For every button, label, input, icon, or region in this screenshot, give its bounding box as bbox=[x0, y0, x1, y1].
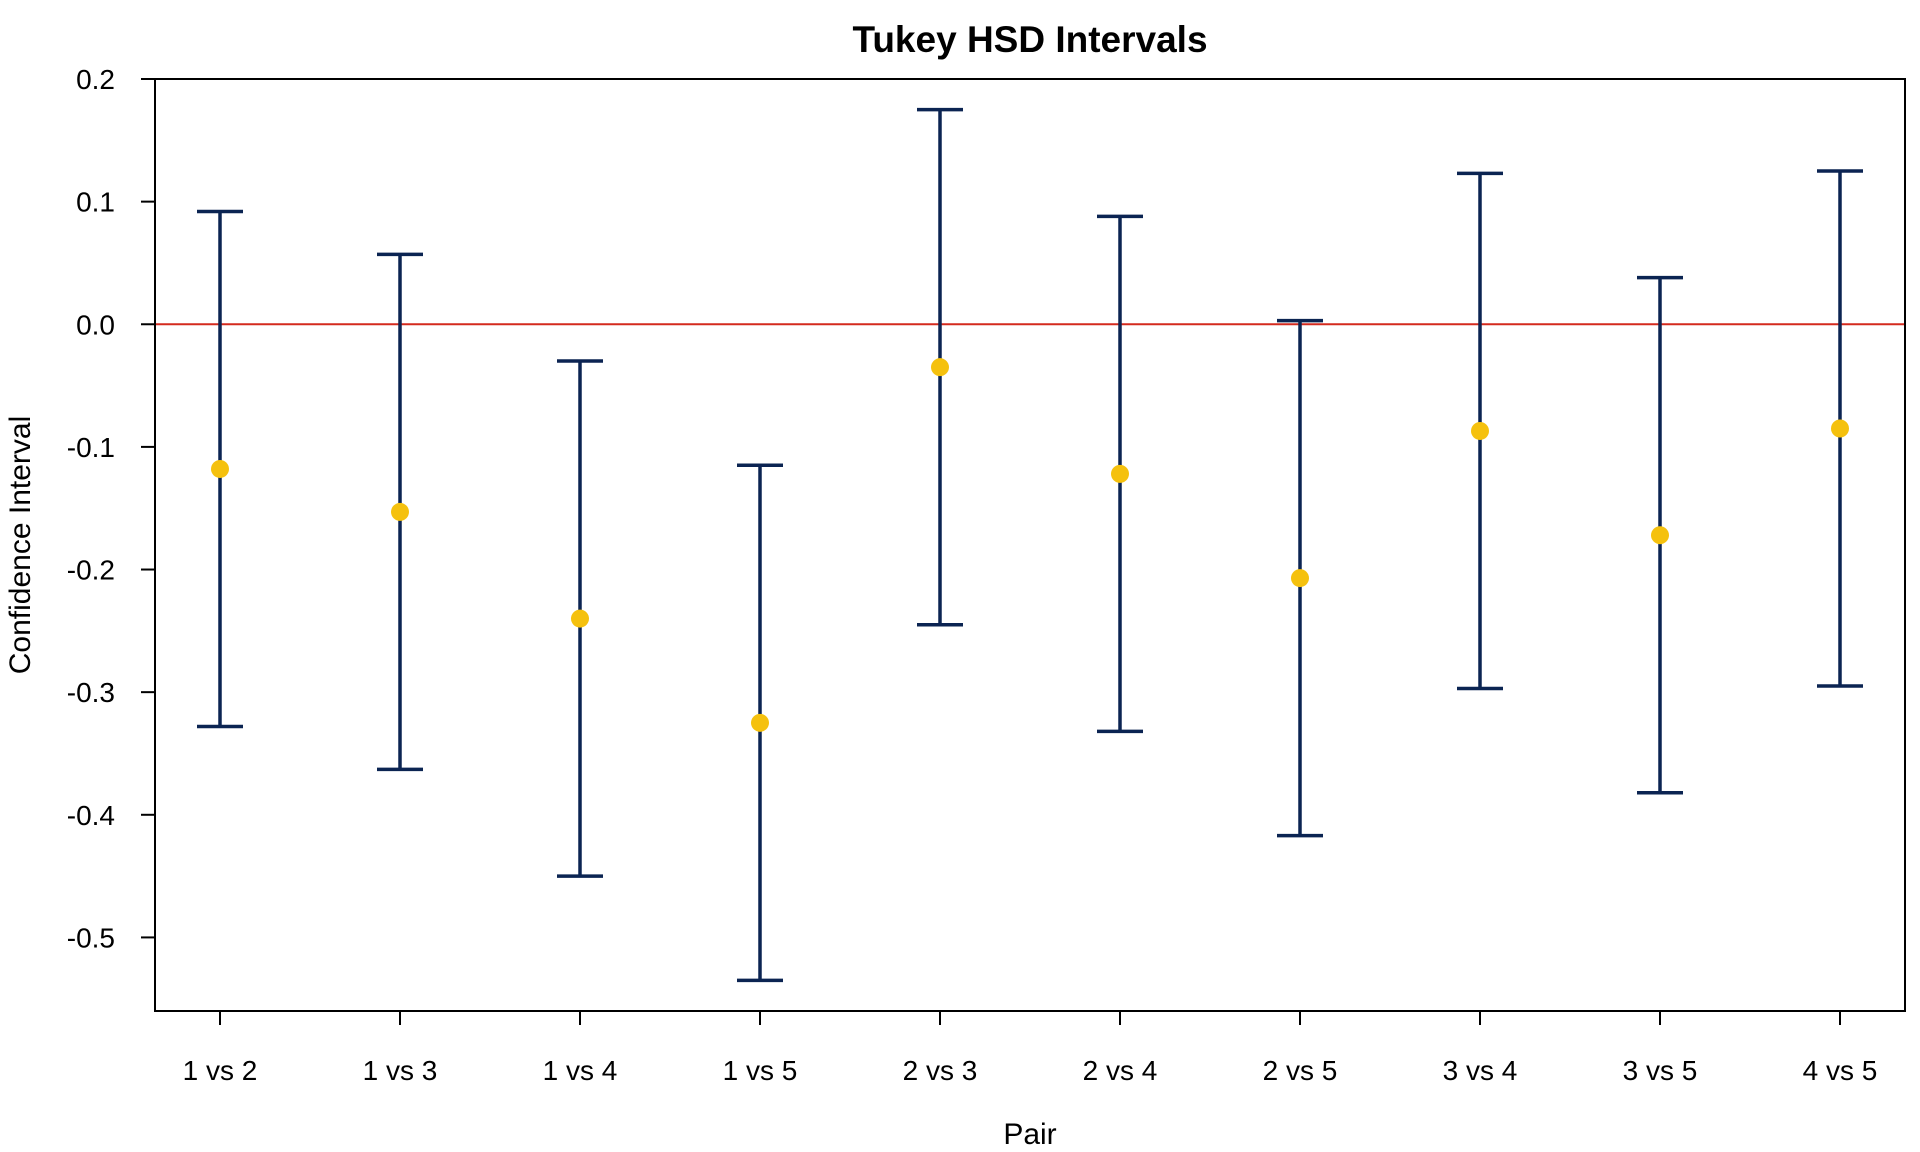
plot-frame bbox=[154, 78, 1906, 1012]
x-tick-label: 2 vs 5 bbox=[1263, 1055, 1338, 1086]
estimate-point bbox=[931, 358, 949, 377]
y-tick-label: -0.3 bbox=[67, 677, 115, 708]
x-tick-label: 1 vs 4 bbox=[543, 1055, 618, 1086]
y-axis: 0.2 0.1 0.0 -0.1 -0.2 -0.3 -0.4 -0.5 bbox=[67, 64, 156, 953]
estimate-point bbox=[1111, 464, 1129, 483]
y-tick-label: -0.5 bbox=[67, 922, 115, 953]
y-tick-label: 0.2 bbox=[76, 64, 115, 95]
estimate-point bbox=[751, 713, 769, 732]
estimate-point bbox=[1831, 419, 1849, 438]
estimate-point bbox=[1291, 569, 1309, 588]
y-tick-label: -0.2 bbox=[67, 555, 115, 586]
estimate-point bbox=[211, 459, 229, 478]
x-tick-label: 1 vs 5 bbox=[723, 1055, 798, 1086]
estimate-point bbox=[1651, 526, 1669, 545]
x-tick-label: 3 vs 4 bbox=[1443, 1055, 1518, 1086]
x-axis: 1 vs 2 1 vs 3 1 vs 4 1 vs 5 2 vs 3 2 vs 4 2 vs… bbox=[183, 1010, 1878, 1086]
y-tick-label: -0.4 bbox=[67, 800, 115, 831]
y-tick-label: 0.0 bbox=[76, 309, 115, 340]
y-tick-label: 0.1 bbox=[76, 187, 115, 218]
x-tick-label: 3 vs 5 bbox=[1623, 1055, 1698, 1086]
x-tick-label: 2 vs 3 bbox=[903, 1055, 978, 1086]
estimate-point bbox=[571, 609, 589, 628]
x-axis-label: Pair bbox=[1003, 1118, 1056, 1151]
estimate-point bbox=[1471, 421, 1489, 440]
chart-title: Tukey HSD Intervals bbox=[852, 19, 1207, 60]
estimate-points-layer bbox=[211, 358, 1849, 732]
x-tick-label: 2 vs 4 bbox=[1083, 1055, 1158, 1086]
estimate-point bbox=[391, 502, 409, 521]
y-tick-label: -0.1 bbox=[67, 432, 115, 463]
x-tick-label: 1 vs 3 bbox=[363, 1055, 438, 1086]
x-tick-label: 1 vs 2 bbox=[183, 1055, 258, 1086]
x-tick-label: 4 vs 5 bbox=[1803, 1055, 1878, 1086]
y-axis-label: Confidence Interval bbox=[4, 416, 37, 675]
error-bars-layer bbox=[197, 107, 1863, 983]
